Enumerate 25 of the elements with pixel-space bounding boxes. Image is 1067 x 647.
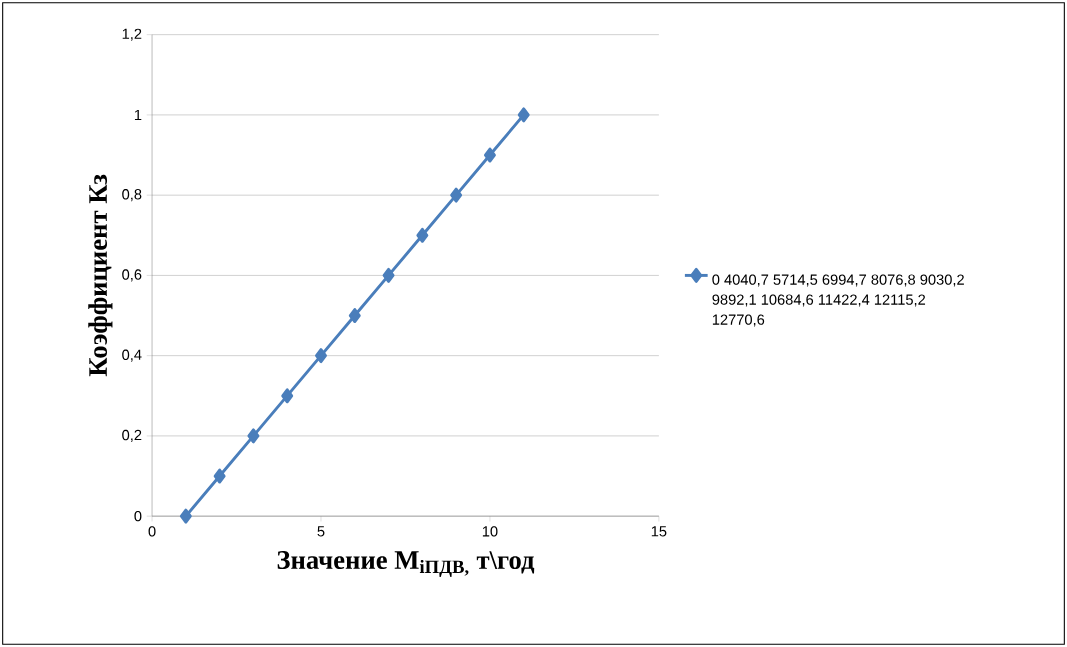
point [483, 147, 496, 163]
x-tick-label: 15 [651, 526, 667, 537]
point [517, 107, 530, 123]
point [348, 308, 361, 324]
point [247, 428, 260, 444]
point [213, 468, 226, 484]
y-tick-label: 0 [134, 511, 142, 522]
point [179, 508, 192, 524]
y-tick-label: 0,4 [122, 349, 142, 362]
point [450, 187, 463, 203]
x-tick-label: 10 [482, 526, 498, 537]
legend-label: 0 4040,7 5714,5 6994,7 8076,8 9030,2 9892,1 10684,6 11422,4 12115,2 12770,6 [712, 274, 964, 327]
point [315, 348, 327, 364]
x-tick-label: 5 [317, 526, 325, 537]
y-tick-label: 1,2 [122, 28, 142, 41]
point [281, 388, 294, 404]
x-tick-label: 0 [148, 526, 156, 537]
x-axis-title: Значение M$_{іПДВ,}$ т\год [277, 551, 535, 577]
y-tick-label: 1 [134, 109, 142, 121]
point [416, 227, 429, 243]
y-tick-label: 0,8 [122, 189, 142, 202]
y-tick-label: 0,6 [122, 269, 142, 282]
y-tick-label: 0,2 [122, 429, 142, 443]
point [382, 268, 395, 283]
y-axis-title: Коэффициент Кз [88, 174, 113, 377]
